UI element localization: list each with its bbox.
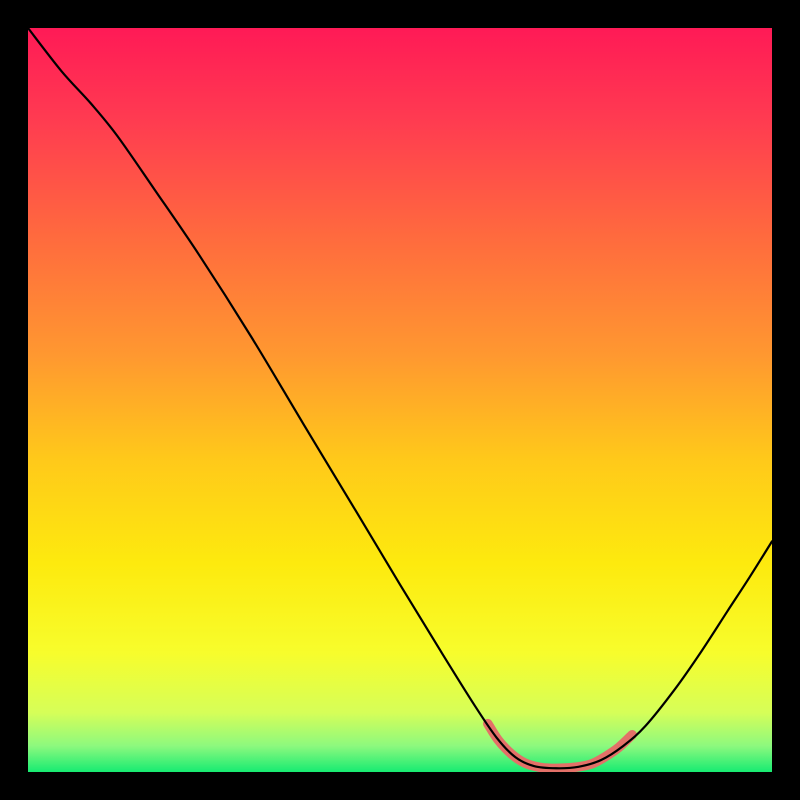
chart-container: TheBottleneck.com: [0, 0, 800, 800]
bottleneck-curve-chart: [0, 0, 800, 800]
